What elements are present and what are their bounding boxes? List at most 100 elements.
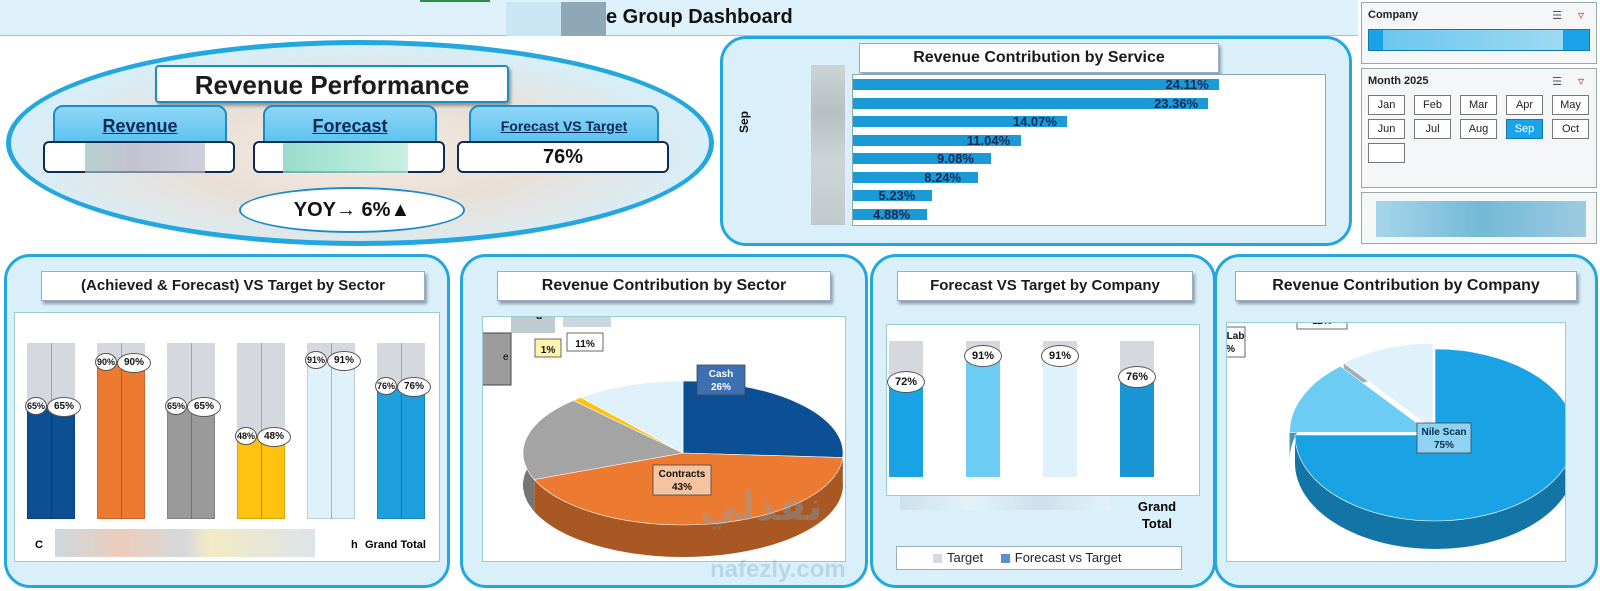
bar-divider xyxy=(401,343,402,519)
month-button[interactable]: Jul xyxy=(1414,119,1451,139)
month-button[interactable]: Apr xyxy=(1506,95,1543,115)
achieved-bar xyxy=(27,404,75,519)
pie-slice-label: Cash 26% xyxy=(696,364,746,396)
revenue-performance-panel: Revenue Performance Revenue Forecast For… xyxy=(6,40,714,246)
bar-divider xyxy=(121,343,122,519)
legend-fvt-swatch xyxy=(1000,554,1010,564)
bar-divider xyxy=(51,343,52,519)
month-button[interactable]: Jun xyxy=(1368,119,1405,139)
redacted-title-part xyxy=(506,2,606,36)
company-fvt-bar-chart: 72% 91% 91% 76% xyxy=(886,324,1200,496)
achieved-bar xyxy=(167,404,215,519)
service-bar xyxy=(853,153,992,164)
service-bar xyxy=(853,97,1209,109)
month-button[interactable]: Sep xyxy=(1506,119,1543,139)
forecast-value-label: 76% xyxy=(375,377,397,396)
multi-select-icon[interactable]: ☰ xyxy=(1552,76,1562,88)
forecast-value-label: 48% xyxy=(235,426,257,445)
clear-filter-icon[interactable]: ▿ xyxy=(1577,8,1584,22)
svg-text:75%: 75% xyxy=(1434,440,1454,451)
service-chart-title: Revenue Contribution by Service xyxy=(859,43,1219,73)
month-button[interactable]: Feb xyxy=(1414,95,1451,115)
sector-bar-chart: 65% 65% 90% 90% 65% 65% 48% 48% 91% 91% 76% 76% C h… xyxy=(14,312,440,562)
redacted-company-names xyxy=(900,496,1110,510)
revenue-kpi-value xyxy=(43,141,235,173)
company-pie-chart: Nile Scan 75% Nile Lab 14% Nile Cath11% xyxy=(1226,322,1566,562)
redacted-value xyxy=(283,143,408,173)
multi-select-icon[interactable]: ☰ xyxy=(1552,10,1562,22)
svg-text:26%: 26% xyxy=(711,382,731,393)
month-button[interactable]: Aug xyxy=(1460,119,1497,139)
company-slicer-title: Company xyxy=(1368,9,1419,21)
service-bar-label: 11.04% xyxy=(966,132,1011,148)
watermark-arabic: نفذلي xyxy=(700,485,823,529)
service-bar xyxy=(853,134,1021,146)
month-button[interactable]: Jan xyxy=(1368,95,1405,115)
fvt-value-label: 72% xyxy=(887,371,925,394)
redacted-slicer xyxy=(1361,192,1597,244)
service-bar-label: 14.07% xyxy=(1012,114,1057,129)
company-fvt-legend: Target Forecast vs Target xyxy=(896,546,1182,570)
company-option-selected[interactable] xyxy=(1368,29,1590,51)
pie-slice-label: Nile Scan 75% xyxy=(1416,422,1472,454)
service-bar xyxy=(853,171,979,183)
company-fvt-title: Forecast VS Target by Company xyxy=(897,271,1193,301)
redacted-label xyxy=(511,317,555,333)
fvt-bar xyxy=(889,379,923,477)
redacted-label xyxy=(563,317,611,327)
pie-slice xyxy=(1343,343,1434,430)
service-bar-label: 23.36% xyxy=(1154,95,1199,111)
svg-text:11%: 11% xyxy=(1312,323,1332,327)
achieved-value-label: 90% xyxy=(117,352,151,373)
achieved-value-label: 91% xyxy=(327,350,361,371)
month-button[interactable]: May xyxy=(1552,95,1589,115)
partial-slice-label: d xyxy=(536,317,542,322)
service-bar xyxy=(853,190,933,201)
month-button[interactable]: Mar xyxy=(1460,95,1497,115)
legend-target-swatch xyxy=(933,554,942,564)
clear-filter-icon[interactable]: ▿ xyxy=(1577,74,1584,88)
month-button[interactable]: Oct xyxy=(1552,119,1589,139)
pie-slice xyxy=(1294,348,1565,522)
pie-slice-label: Nile Cath11% xyxy=(1296,323,1348,330)
legend-target-label: Target xyxy=(947,550,984,565)
svg-text:Contracts: Contracts xyxy=(659,469,706,480)
month-slicer: Month 2025 ☰ ▿ Jan Feb Mar Apr May Jun Jul Aug S… xyxy=(1361,68,1597,188)
redacted-value xyxy=(85,143,205,173)
grand-total-label: Grand Total xyxy=(1137,499,1177,531)
forecast-value-label: 65% xyxy=(165,396,187,415)
month-slicer-title: Month 2025 xyxy=(1368,75,1429,87)
partial-category-label: h xyxy=(351,539,358,551)
revenue-performance-title: Revenue Performance xyxy=(155,65,509,103)
title-bar: e Group Dashboard xyxy=(0,0,1358,36)
legend-fvt-label: Forecast vs Target xyxy=(1014,550,1122,565)
fvt-kpi-value: 76% xyxy=(457,141,669,173)
achieved-bar xyxy=(97,360,145,519)
pie-slice xyxy=(1289,365,1431,433)
dashboard-title: e Group Dashboard xyxy=(606,6,793,28)
company-pie-title: Revenue Contribution by Company xyxy=(1235,271,1577,301)
fvt-bar xyxy=(1120,373,1154,477)
achieved-value-label: 65% xyxy=(187,396,221,417)
service-bar-label: 4.88% xyxy=(873,206,911,222)
svg-text:11%: 11% xyxy=(575,339,595,350)
fvt-value-label: 91% xyxy=(1041,345,1079,368)
pie-slice-label: 1% xyxy=(534,338,562,358)
forecast-kpi-value xyxy=(253,141,445,173)
redacted-sector-names xyxy=(55,529,315,557)
service-bar-label: 5.23% xyxy=(878,188,916,203)
service-bar xyxy=(853,208,928,220)
service-bar xyxy=(853,79,1220,90)
partial-category-label: C xyxy=(35,539,43,551)
service-axis-label: Sep xyxy=(737,110,751,133)
svg-text:14%: 14% xyxy=(1227,344,1235,355)
month-button[interactable] xyxy=(1368,143,1405,163)
fvt-bar xyxy=(966,353,1000,477)
pie-slice-label: Nile Lab 14% xyxy=(1227,326,1246,358)
yoy-indicator: YOY→ 6%▲ xyxy=(239,187,465,233)
sector-target-title: (Achieved & Forecast) VS Target by Secto… xyxy=(41,271,425,301)
watermark-url: nafezly.com xyxy=(710,556,846,583)
partial-slice-label: e xyxy=(503,352,509,363)
